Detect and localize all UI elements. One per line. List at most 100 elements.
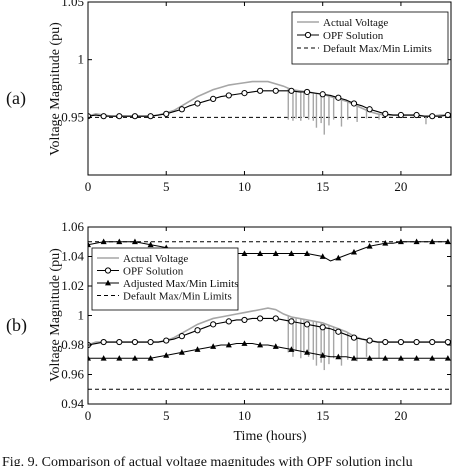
adjusted-limit-marker: [444, 355, 451, 361]
legend-adjusted-marker: [105, 279, 111, 286]
adjusted-limit-marker: [319, 352, 326, 358]
opf-solution-marker: [131, 338, 139, 346]
legend-entry-label: Actual Voltage: [123, 253, 188, 265]
adjusted-limit-marker: [225, 341, 232, 348]
adjusted-limit-marker: [304, 250, 311, 256]
opf-solution-marker: [397, 111, 405, 119]
opf-solution-marker: [303, 88, 311, 96]
opf-solution-line: [88, 90, 448, 117]
opf-solution-marker: [335, 94, 342, 101]
adjusted-limit-marker: [366, 242, 373, 249]
x-axis-label-b: Time (hours): [234, 429, 307, 444]
adjusted-limit-marker: [272, 250, 279, 256]
adjusted-limit-marker: [382, 355, 389, 361]
opf-solution-marker: [382, 338, 389, 346]
plot-area-b: [88, 238, 451, 390]
adjusted-min-limit-line: [88, 343, 448, 359]
adjusted-limit-marker: [413, 238, 420, 245]
opf-solution-marker: [225, 318, 232, 325]
y-tick-label: 1.05: [61, 0, 84, 9]
y-tick-label: 1: [78, 52, 85, 67]
adjusted-limit-marker: [88, 355, 91, 361]
adjusted-limit-marker: [116, 238, 123, 245]
x-tick-label: 20: [394, 179, 407, 194]
adjusted-limit-marker: [257, 250, 264, 256]
opf-solution-marker: [382, 110, 389, 117]
actual-voltage-line: [88, 80, 448, 117]
opf-solution-marker: [194, 100, 201, 107]
adjusted-limit-marker: [288, 250, 295, 256]
adjusted-limit-marker: [272, 343, 279, 349]
adjusted-limit-marker: [429, 355, 436, 361]
opf-solution-marker: [335, 328, 342, 335]
ticks-a: 0 5 10 15 20 1.05 1 0.95: [61, 0, 451, 194]
adjusted-limit-marker: [194, 346, 201, 352]
x-tick-label: 10: [238, 179, 251, 194]
figure-caption: Fig. 9. Comparison of actual voltage mag…: [2, 455, 413, 466]
adjusted-limit-marker: [444, 238, 451, 245]
opf-solution-marker: [350, 100, 358, 107]
legend-entry-label: Default Max/Min Limits: [123, 290, 232, 302]
opf-solution-marker: [116, 113, 123, 120]
opf-solution-marker: [288, 318, 295, 325]
x-tick-label: 0: [85, 179, 92, 194]
y-tick-label: 1.04: [61, 249, 84, 264]
chart-panel-b: (b) Voltage Magnitude (pu) 0 5 10 15 20 1.06 1…: [6, 219, 452, 444]
y-tick-label: 0.98: [61, 337, 84, 352]
adjusted-limit-marker: [210, 343, 217, 349]
legend-entry-label: Actual Voltage: [323, 17, 388, 29]
x-tick-label: 5: [163, 408, 170, 423]
opf-solution-marker: [100, 113, 107, 120]
panel-label-b: (b): [6, 315, 27, 336]
opf-solution-marker: [257, 87, 264, 94]
legend-entry-label: Adjusted Max/Min Limits: [123, 278, 239, 290]
adjusted-limit-marker: [131, 238, 138, 245]
legend-opf-marker: [104, 267, 112, 274]
opf-solution-marker: [163, 110, 170, 117]
opf-solution-marker: [178, 106, 185, 113]
opf-solution-marker: [116, 338, 123, 346]
legend-entry-label: OPF Solution: [323, 30, 384, 42]
adjusted-limit-marker: [88, 241, 91, 248]
adjusted-limit-marker: [147, 241, 154, 248]
adjusted-max-limit-line: [88, 241, 448, 262]
opf-solution-marker: [413, 338, 420, 346]
adjusted-limit-marker: [147, 355, 154, 361]
x-tick-label: 5: [163, 179, 170, 194]
opf-solution-marker: [100, 338, 107, 346]
x-tick-label: 0: [85, 408, 92, 423]
ticks-b: 0 5 10 15 20 1.06 1.04 1.02 1 0.98 0.96 0.94: [61, 219, 451, 423]
actual-voltage-line: [88, 307, 448, 346]
opf-solution-marker: [429, 113, 436, 120]
adjusted-limit-marker: [241, 250, 248, 256]
opf-solution-marker: [131, 113, 139, 120]
opf-solution-marker: [288, 87, 295, 94]
legend-box: [291, 11, 449, 65]
y-tick-label: 1.02: [61, 278, 84, 293]
opf-solution-marker: [319, 91, 326, 98]
adjusted-limit-marker: [241, 340, 248, 346]
adjusted-limit-marker: [319, 253, 326, 259]
axes-frame-a: [87, 1, 452, 176]
adjusted-limit-marker: [163, 352, 170, 358]
opf-solution-marker: [397, 338, 405, 346]
panel-label-a: (a): [6, 88, 26, 109]
adjusted-limit-marker: [350, 355, 357, 361]
adjusted-limit-marker: [397, 238, 404, 245]
x-tick-label: 20: [394, 408, 407, 423]
adjusted-limit-marker: [335, 254, 342, 261]
x-tick-label: 10: [238, 408, 251, 423]
opf-solution-marker: [210, 321, 217, 328]
opf-solution-marker: [241, 316, 248, 324]
adjusted-limit-marker: [413, 355, 420, 361]
adjusted-limit-marker: [429, 238, 436, 245]
opf-solution-line: [88, 317, 448, 346]
adjusted-limit-marker: [288, 346, 295, 352]
x-tick-label: 15: [316, 408, 329, 423]
legend-entry-label: Default Max/Min Limits: [323, 43, 432, 55]
opf-solution-marker: [194, 327, 201, 334]
opf-solution-marker: [413, 111, 420, 119]
